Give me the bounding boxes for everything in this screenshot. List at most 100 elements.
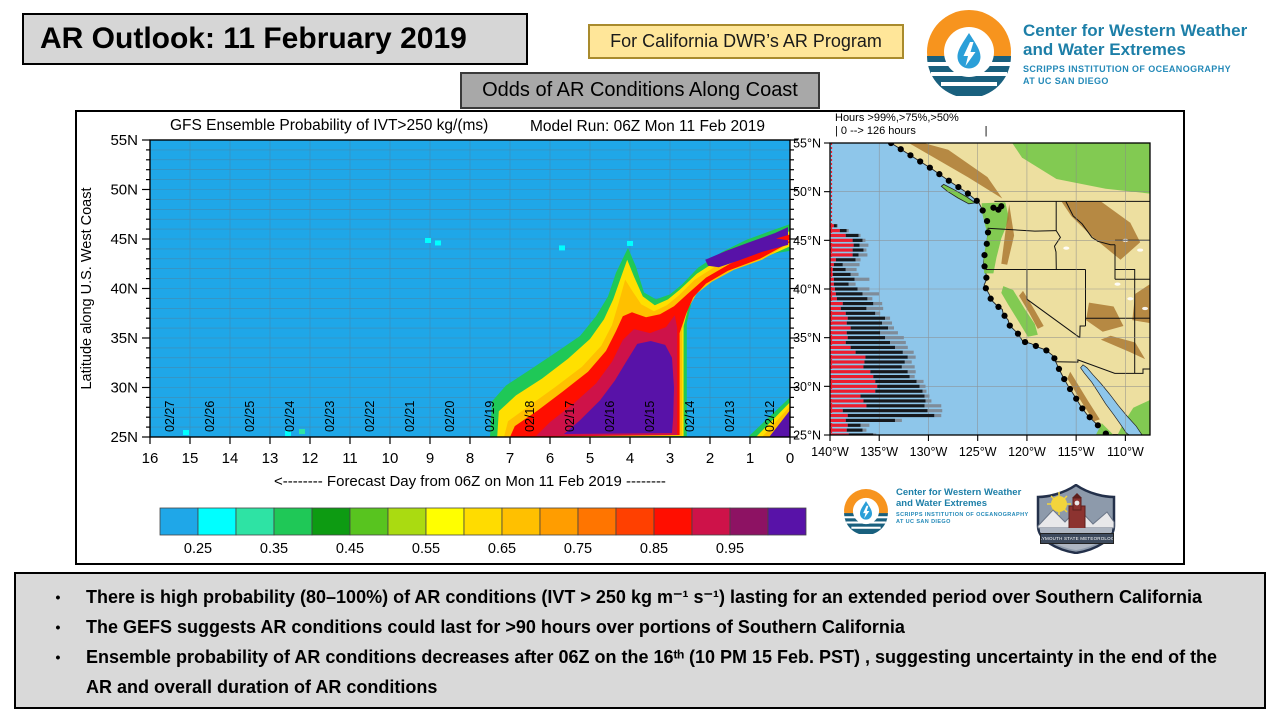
- region-p>0.95: [564, 341, 674, 434]
- svg-text:02/23: 02/23: [323, 401, 337, 432]
- speckle: [435, 240, 441, 246]
- svg-text:12: 12: [302, 450, 319, 467]
- speckle: [299, 429, 305, 435]
- svg-text:02/26: 02/26: [203, 401, 217, 432]
- svg-text:02/25: 02/25: [243, 401, 257, 432]
- mountains: [1100, 335, 1146, 360]
- map-canvas: [830, 143, 1150, 435]
- svg-text:45N: 45N: [110, 231, 138, 248]
- snow-patch: [1137, 248, 1144, 252]
- svg-text:02/24: 02/24: [283, 401, 297, 432]
- plymouth-state-logo: PLYMOUTH STATE METEOROLOGY: [1033, 483, 1119, 555]
- svg-text:02/14: 02/14: [683, 401, 697, 432]
- svg-text:02/21: 02/21: [403, 401, 417, 432]
- svg-text:16: 16: [142, 450, 159, 467]
- svg-text:9: 9: [426, 450, 434, 467]
- svg-text:40°N: 40°N: [793, 283, 821, 297]
- svg-text:8: 8: [466, 450, 474, 467]
- svg-text:6: 6: [546, 450, 554, 467]
- cw3e-logo-text: Center for Western Weather and Water Ext…: [896, 487, 1029, 525]
- mountains: [1086, 302, 1124, 332]
- heatmap-date-labels: 02/27 02/26 02/25 02/24 02/23 02/22 02/21 02/20…: [163, 401, 777, 432]
- snow-patch: [1063, 246, 1070, 250]
- mountains: [1001, 204, 1015, 265]
- svg-text:0: 0: [786, 450, 794, 467]
- heatmap-title: GFS Ensemble Probability of IVT>250 kg/(…: [170, 117, 488, 134]
- svg-text:55N: 55N: [110, 132, 138, 149]
- bullet-marker: •: [55, 619, 61, 635]
- bullet-marker: •: [55, 649, 61, 665]
- program-tag: For California DWR’s AR Program: [588, 24, 904, 59]
- svg-text:02/22: 02/22: [363, 401, 377, 432]
- map-legend-line2: | 0 --> 126 hours: [835, 125, 916, 137]
- svg-text:02/19: 02/19: [483, 401, 497, 432]
- svg-text:0.85: 0.85: [640, 541, 668, 557]
- mountains: [1019, 290, 1044, 329]
- heatmap-axes: [142, 139, 798, 444]
- speckle: [559, 245, 565, 251]
- svg-text:10: 10: [382, 450, 399, 467]
- vancouver-island: [940, 183, 977, 205]
- cw3e-logo: Center for Western Weather and Water Extr…: [925, 4, 1273, 104]
- heatmap-ylabel: Latitude along U.S. West Coast: [79, 187, 95, 389]
- svg-text:11: 11: [342, 450, 358, 467]
- svg-text:50°N: 50°N: [793, 185, 821, 199]
- snow-patch: [1127, 297, 1134, 301]
- bullet-2: • The GEFS suggests AR conditions could l…: [30, 612, 1240, 642]
- svg-text:0.75: 0.75: [564, 541, 592, 557]
- svg-text:02/18: 02/18: [523, 401, 537, 432]
- region-p>0.80-edge: [776, 234, 790, 241]
- svg-text:3: 3: [666, 450, 674, 467]
- svg-text:0.35: 0.35: [260, 541, 288, 557]
- mountains: [1067, 371, 1100, 422]
- svg-text:135°W: 135°W: [860, 445, 898, 459]
- svg-text:25N: 25N: [110, 429, 138, 446]
- svg-text:50N: 50N: [110, 182, 138, 199]
- bullet-marker: •: [55, 589, 61, 605]
- svg-text:110°W: 110°W: [1107, 445, 1144, 459]
- svg-text:25°N: 25°N: [793, 429, 821, 443]
- svg-text:0.65: 0.65: [488, 541, 516, 557]
- svg-text:115°W: 115°W: [1058, 445, 1095, 459]
- mountains: [1061, 201, 1141, 260]
- speckle: [425, 237, 431, 243]
- svg-text:02/12: 02/12: [763, 401, 777, 432]
- svg-text:0.55: 0.55: [412, 541, 440, 557]
- heatmap-model-run: Model Run: 06Z Mon 11 Feb 2019: [530, 118, 765, 135]
- mountains: [1132, 284, 1150, 324]
- colorbar: 0.25 0.35 0.45 0.55 0.65 0.75 0.85 0.95: [159, 507, 807, 557]
- speckle: [183, 430, 189, 436]
- svg-text:30°N: 30°N: [793, 380, 821, 394]
- cw3e-logo-small: Center for Western Weather and Water Ext…: [843, 487, 1033, 550]
- svg-text:40N: 40N: [110, 281, 138, 298]
- svg-text:30N: 30N: [110, 380, 138, 397]
- snow-patch: [1114, 282, 1121, 286]
- svg-text:45°N: 45°N: [793, 234, 821, 248]
- svg-text:0.25: 0.25: [184, 541, 212, 557]
- bullet-3: • Ensemble probability of AR conditions d…: [30, 642, 1240, 702]
- svg-text:5: 5: [586, 450, 594, 467]
- snow-patch: [1142, 306, 1149, 311]
- svg-text:0.45: 0.45: [336, 541, 364, 557]
- svg-text:4: 4: [626, 450, 634, 467]
- page-title: AR Outlook: 11 February 2019: [22, 13, 528, 65]
- svg-text:2: 2: [706, 450, 714, 467]
- svg-text:55°N: 55°N: [793, 137, 821, 151]
- slide-subtitle: Odds of AR Conditions Along Coast: [460, 72, 820, 109]
- svg-text:7: 7: [506, 450, 514, 467]
- coast-dots: [887, 143, 1109, 435]
- svg-text:35°N: 35°N: [793, 331, 821, 345]
- bullet-1: • There is high probability (80–100%) of …: [30, 582, 1240, 612]
- probability-heatmap: GFS Ensemble Probability of IVT>250 kg/(…: [79, 117, 807, 557]
- svg-text:0.95: 0.95: [716, 541, 744, 557]
- svg-text:140°W: 140°W: [811, 445, 849, 459]
- svg-text:02/13: 02/13: [723, 401, 737, 432]
- svg-text:15: 15: [182, 450, 199, 467]
- lowland-green: [1095, 423, 1114, 435]
- cw3e-logo-icon: [843, 488, 889, 539]
- lowland-green: [1001, 286, 1038, 337]
- svg-text:120°W: 120°W: [1008, 445, 1046, 459]
- speckle: [627, 240, 633, 246]
- svg-text:1: 1: [746, 450, 754, 467]
